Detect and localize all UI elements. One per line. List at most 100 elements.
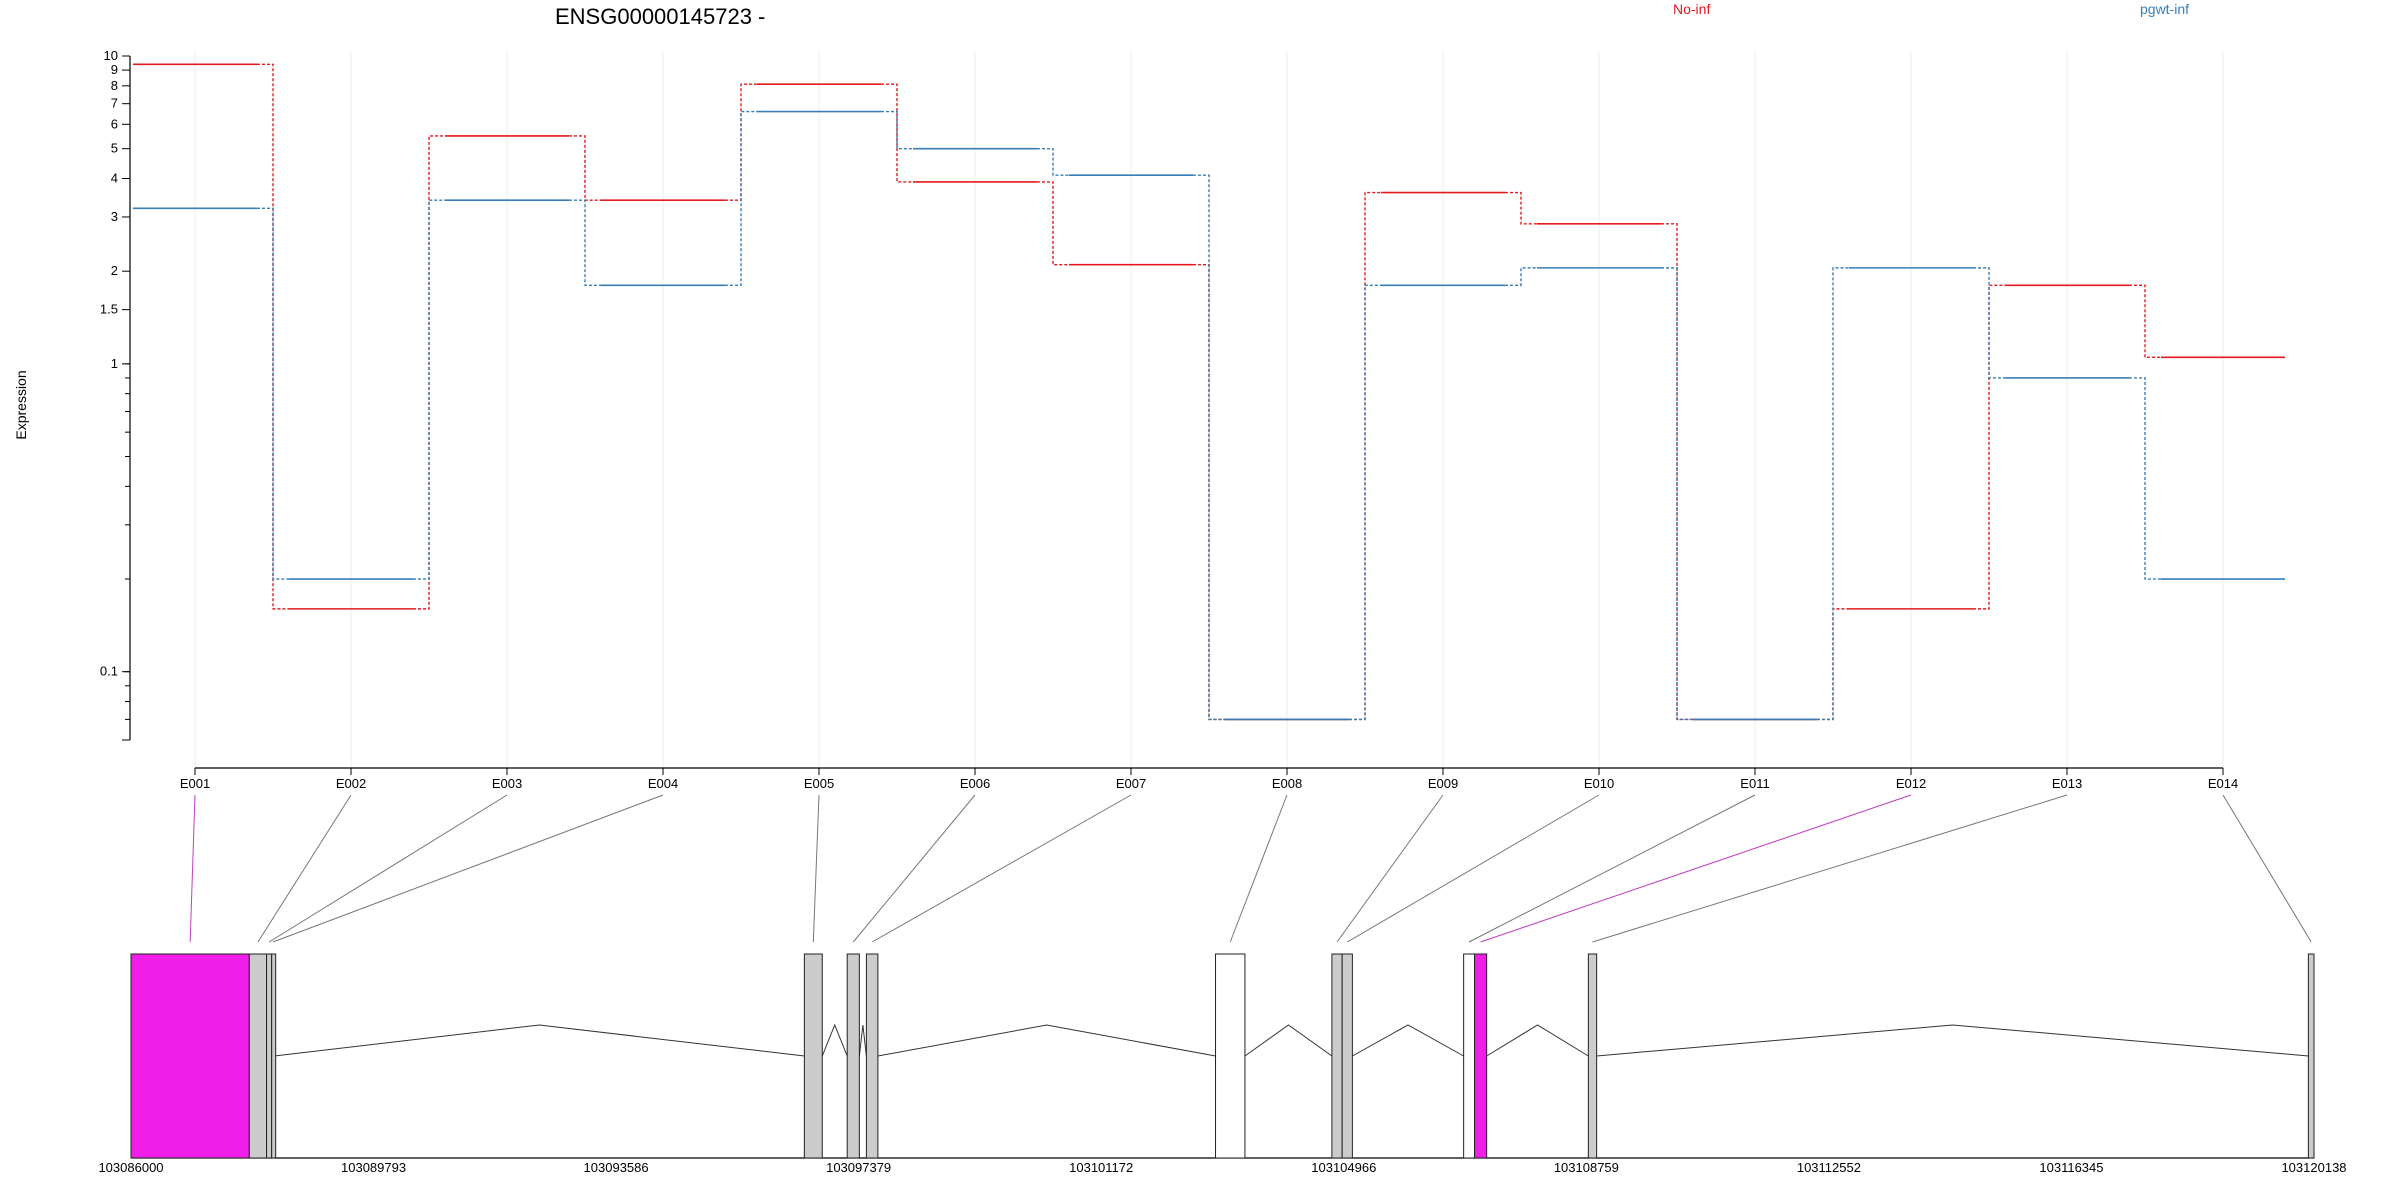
x-tick-label-e010: E010 (1584, 776, 1614, 791)
grid (194, 50, 2224, 768)
y-tick-label-8: 8 (111, 78, 118, 93)
genome-position-label: 103112552 (1797, 1160, 1861, 1175)
connector-pgwt-inf-12 (1973, 267, 2005, 379)
y-tick-label-4: 4 (111, 171, 118, 186)
connector-pgwt-inf-13 (2129, 377, 2161, 580)
exon-connector-e001 (189, 794, 196, 943)
x-tick-label-e007: E007 (1116, 776, 1146, 791)
exon-connector-e005 (812, 794, 820, 943)
exon-connector-e014 (2222, 794, 2312, 943)
exon-box-e009 (1331, 953, 1343, 1159)
connector-no-inf-3 (569, 135, 601, 201)
exon-connectors (189, 794, 2312, 943)
y-tick-label-6: 6 (111, 116, 118, 131)
exon-box-e012 (1474, 953, 1488, 1159)
connector-pgwt-inf-7 (1193, 174, 1225, 721)
x-tick-label-e012: E012 (1896, 776, 1926, 791)
genome-position-label: 103097379 (826, 1160, 891, 1175)
exon-connector-e008 (1229, 794, 1288, 943)
y-tick-label-1.5: 1.5 (100, 302, 118, 317)
connector-pgwt-inf-9 (1505, 267, 1537, 286)
connector-no-inf-12 (1973, 284, 2005, 610)
legend-no-inf: No-inf (1673, 1, 1710, 17)
exon-connector-e010 (1347, 794, 1600, 943)
exon-box-e011 (1463, 953, 1476, 1159)
y-tick-label-2: 2 (111, 263, 118, 278)
intron-line (877, 1024, 1216, 1057)
connector-pgwt-inf-6 (1037, 147, 1069, 176)
connector-pgwt-inf-5 (881, 110, 913, 150)
intron-line (858, 1024, 867, 1057)
connector-no-inf-13 (2129, 284, 2161, 359)
exon-box-e005 (803, 953, 823, 1159)
genome-position-label: 103120138 (2281, 1160, 2346, 1175)
y-tick-label-9: 9 (111, 62, 118, 77)
connector-no-inf-5 (881, 83, 913, 183)
intron-line (1352, 1024, 1464, 1057)
x-tick-label-e013: E013 (2052, 776, 2082, 791)
exon-box-e006 (846, 953, 860, 1159)
x-tick-label-e001: E001 (180, 776, 210, 791)
y-tick-label-10: 10 (104, 48, 118, 63)
x-tick-label-e011: E011 (1740, 776, 1769, 791)
connector-pgwt-inf-3 (569, 199, 601, 286)
exon-connector-e011 (1468, 794, 1756, 943)
connector-pgwt-inf-2 (413, 199, 445, 580)
x-tick-label-e006: E006 (960, 776, 990, 791)
genome-position-label: 103086000 (98, 1160, 163, 1175)
connector-no-inf-7 (1193, 263, 1225, 721)
exon-box-e002 (248, 953, 268, 1159)
exon-box-e004 (271, 953, 277, 1159)
x-tick-label-e002: E002 (336, 776, 366, 791)
x-tick-label-e004: E004 (648, 776, 678, 791)
y-axis-label: Expression (13, 370, 29, 439)
connector-pgwt-inf-1 (257, 207, 289, 580)
intron-line (1244, 1024, 1333, 1057)
genome-position-label: 103104966 (1311, 1160, 1376, 1175)
exon-box-e013 (1587, 953, 1598, 1159)
exon-box-e001 (130, 953, 250, 1159)
x-tick-label-e005: E005 (804, 776, 834, 791)
genome-position-label: 103093586 (584, 1160, 649, 1175)
connector-pgwt-inf-10 (1661, 267, 1693, 721)
x-tick-label-e003: E003 (492, 776, 522, 791)
series-pgwt-inf (133, 110, 2285, 721)
exon-box-e003 (266, 953, 273, 1159)
genome-position-label: 103116345 (2039, 1160, 2103, 1175)
exon-connector-e009 (1336, 794, 1444, 943)
y-tick-label-7: 7 (111, 96, 118, 111)
genome-position-label: 103101172 (1069, 1160, 1133, 1175)
exon-connector-e006 (852, 794, 976, 943)
exon-connector-e002 (257, 794, 352, 943)
series (133, 63, 2285, 721)
y-tick-label-0.1: 0.1 (100, 664, 118, 679)
connector-no-inf-1 (257, 63, 289, 610)
y-tick-label-5: 5 (111, 141, 118, 156)
x-tick-label-e014: E014 (2208, 776, 2238, 791)
exon-connector-e003 (268, 794, 508, 943)
exon-connector-e012 (1480, 794, 1912, 943)
legend-pgwt-inf: pgwt-inf (2140, 1, 2189, 17)
intron-line (821, 1023, 848, 1057)
x-tick-label-e009: E009 (1428, 776, 1458, 791)
genome-position-label: 103089793 (341, 1160, 406, 1175)
connector-no-inf-9 (1505, 191, 1537, 225)
y-tick-label-1: 1 (111, 356, 118, 371)
genome-position-label: 103108759 (1554, 1160, 1619, 1175)
connector-no-inf-10 (1661, 223, 1693, 721)
intron-line (274, 1024, 805, 1057)
exon-connector-e013 (1592, 794, 2068, 943)
connector-pgwt-inf-8 (1349, 284, 1381, 721)
gene-model: 103086000 103089793 103093586 103097379 1031… (98, 953, 2347, 1175)
exon-box-e007 (865, 953, 879, 1159)
exon-box-e014 (2307, 953, 2315, 1159)
y-tick-label-3: 3 (111, 209, 118, 224)
intron-line (1596, 1024, 2309, 1057)
exon-box-e010 (1341, 953, 1353, 1159)
connector-no-inf-6 (1037, 181, 1069, 266)
connector-pgwt-inf-11 (1817, 267, 1849, 721)
exon-connector-e004 (272, 794, 664, 943)
chart-title: ENSG00000145723 - (555, 4, 765, 29)
